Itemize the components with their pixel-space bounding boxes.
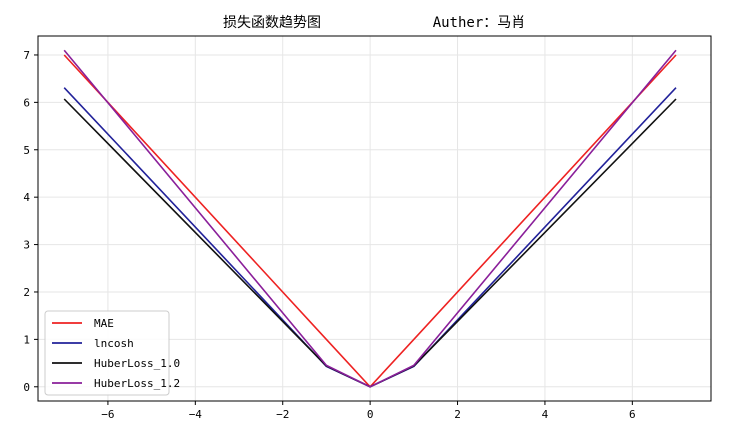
x-tick-label: 4 [542, 408, 549, 421]
y-tick-label: 3 [23, 239, 30, 252]
legend-label: lncosh [94, 337, 134, 350]
y-tick-label: 5 [23, 144, 30, 157]
series-group [63, 49, 677, 388]
legend-label: MAE [94, 317, 114, 330]
legend: MAE lncosh HuberLoss_1.0 HuberLoss_1.2 [44, 310, 180, 396]
legend-label: HuberLoss_1.0 [94, 357, 180, 370]
x-tick-label: 0 [367, 408, 374, 421]
plot-frame [37, 35, 712, 402]
y-tick-label: 4 [23, 191, 30, 204]
chart-subtitle: Auther：马肖 [433, 15, 526, 31]
y-tick-label: 6 [23, 96, 30, 109]
legend-box [44, 310, 170, 396]
axes: −6 −4 −2 0 2 4 6 0 1 2 3 4 5 6 7 [23, 35, 712, 421]
chart-title: 损失函数趋势图 [223, 15, 321, 31]
y-tick-label: 7 [23, 49, 30, 62]
y-tick-label: 2 [23, 286, 30, 299]
legend-label: HuberLoss_1.2 [94, 377, 180, 390]
grid [38, 36, 711, 401]
x-tick-label: −2 [276, 408, 289, 421]
x-tick-label: 2 [454, 408, 461, 421]
x-tick-label: −6 [101, 408, 114, 421]
x-tick-label: 6 [629, 408, 636, 421]
x-tick-label: −4 [189, 408, 203, 421]
series-line-huberloss-1-2 [63, 49, 677, 388]
y-tick-label: 1 [23, 333, 30, 346]
y-tick-label: 0 [23, 381, 30, 394]
